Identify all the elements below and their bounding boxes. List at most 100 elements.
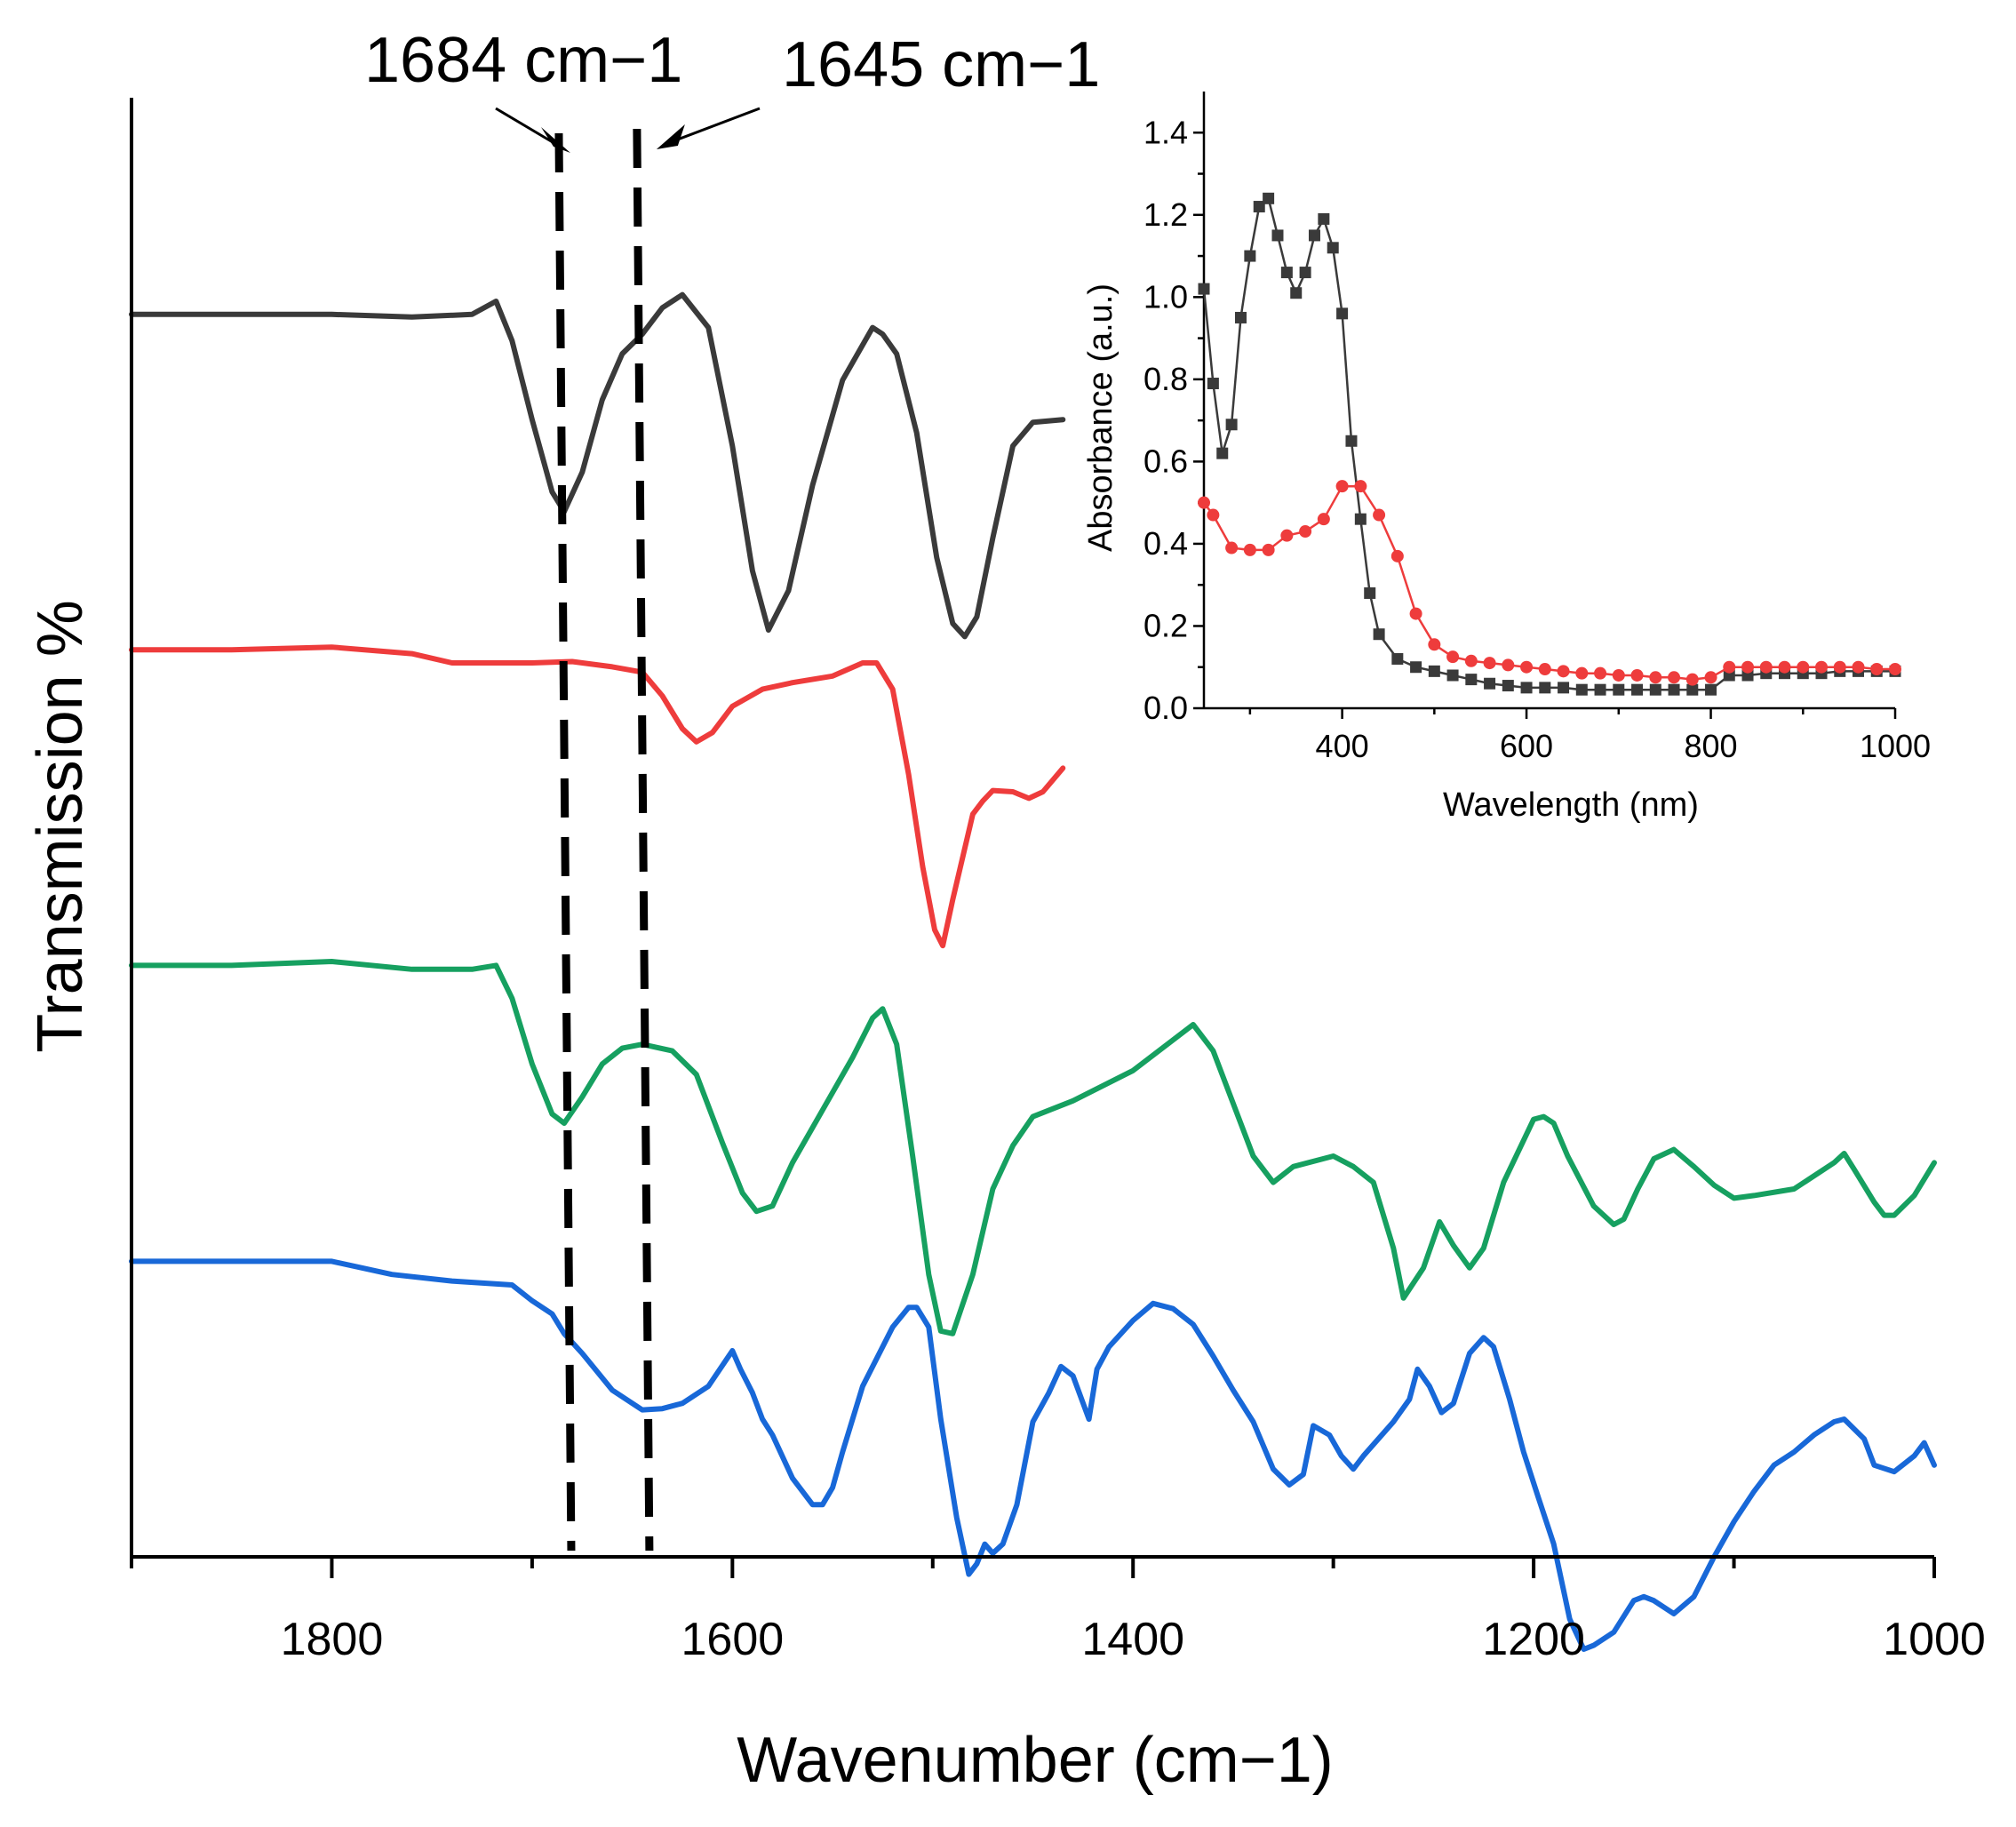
uv-y-tick-label: 0.8 [1143,361,1188,397]
uv-marker-square [1649,683,1661,696]
uv-marker-circle [1243,543,1256,556]
uv-marker-circle [1870,663,1884,676]
dashed-line-1645 [633,128,654,1552]
annotation-arrowhead-1684 [540,127,570,153]
uv-marker-circle [1354,480,1367,493]
uv-marker-circle [1464,654,1478,667]
uv-marker-square [1539,682,1551,694]
uv-marker-square [1271,229,1284,242]
ir-x-tick-label: 1600 [681,1614,784,1665]
uv-marker-square [1345,435,1358,447]
uv-marker-square [1558,682,1570,694]
uv-marker-square [1354,513,1367,525]
uv-marker-circle [1741,660,1755,674]
uv-y-tick-label: 1.4 [1143,114,1188,150]
uv-series-group [1198,192,1901,696]
uv-marker-circle [1280,529,1294,542]
uv-marker-square [1234,311,1247,323]
uv-marker-circle [1778,660,1791,674]
uv-marker-circle [1685,673,1699,686]
annotation-arrowhead-1645 [656,124,685,149]
annotation-label-1684: 1684 cm−1 [364,25,682,96]
uv-marker-circle [1668,671,1681,684]
uv-marker-square [1446,669,1459,682]
uv-marker-circle [1557,665,1570,678]
uv-marker-circle [1833,660,1846,674]
uv-y-tick-label: 0.6 [1143,443,1188,479]
uv-marker-square [1502,680,1514,692]
uv-marker-circle [1612,668,1625,682]
uv-marker-circle [1759,660,1773,674]
uv-marker-square [1668,683,1680,696]
uv-marker-square [1280,267,1293,279]
uv-inset-chart: 400 600 800 1000 0.0 0.2 0.4 0.6 0.8 1.0 1.2 1.4 Wa… [1082,71,1972,835]
annotation-arrow-1684 [495,107,554,144]
annotation-label-1645: 1645 cm−1 [782,29,1100,100]
uv-marker-circle [1502,658,1515,672]
uv-marker-square [1299,267,1311,279]
uv-marker-square [1244,250,1256,262]
uv-x-axis-label: Wavelength (nm) [1443,786,1699,824]
uv-y-tick-label: 0.0 [1143,690,1188,726]
uv-marker-square [1465,674,1478,686]
uv-marker-circle [1704,671,1717,684]
uv-x-tick-label: 400 [1316,728,1369,764]
uv-y-tick-label: 1.2 [1143,196,1188,233]
ir-x-tick-label: 1200 [1482,1614,1585,1665]
ir-x-axis-label: Wavenumber (cm−1) [737,1725,1334,1796]
uv-marker-square [1410,661,1422,674]
ir-x-tick-label: 1400 [1081,1614,1184,1665]
uv-marker-circle [1575,666,1589,680]
ir-series-blue [129,1258,1937,1652]
uv-marker-square [1216,447,1229,459]
uv-marker-square [1263,192,1275,204]
uv-marker-square [1520,682,1533,694]
uv-marker-circle [1207,508,1220,522]
uv-marker-square [1373,628,1385,641]
uv-marker-square [1575,683,1588,696]
ir-x-tick-label: 1000 [1883,1614,1986,1665]
uv-marker-square [1613,683,1625,696]
uv-marker-circle [1446,650,1460,664]
uv-marker-circle [1797,660,1810,674]
uv-marker-circle [1520,660,1534,674]
uv-axes-group: 400 600 800 1000 0.0 0.2 0.4 0.6 0.8 1.0 1.2 1.4 [1143,92,1931,764]
uv-marker-circle [1483,657,1496,670]
uv-marker-circle [1538,663,1551,676]
uv-marker-circle [1649,671,1662,684]
uv-marker-circle [1299,525,1312,539]
uv-marker-circle [1815,660,1829,674]
uv-marker-circle [1889,663,1901,676]
ir-axes-group: 1800 1600 1400 1200 1000 [130,98,1986,1665]
uv-y-tick-label: 1.0 [1143,278,1188,315]
uv-marker-square [1290,287,1303,299]
uv-marker-square [1705,683,1717,696]
uv-marker-square [1631,683,1644,696]
uv-marker-square [1484,677,1496,690]
uv-marker-square [1364,586,1376,599]
uv-marker-circle [1630,668,1644,682]
ir-chart: 1800 1600 1400 1200 1000 1684 cm−1 1645 cm−1 … [25,25,1986,1796]
uv-marker-circle [1428,638,1441,651]
uv-y-tick-label: 0.4 [1143,525,1188,562]
uv-marker-square [1686,683,1699,696]
uv-y-tick-label: 0.2 [1143,607,1188,643]
uv-marker-square [1336,307,1349,320]
uv-marker-square [1198,283,1210,295]
uv-marker-square [1594,683,1606,696]
uv-y-axis-label: Absorbance (a.u.) [1082,283,1120,552]
uv-marker-square [1225,419,1238,431]
ir-annotations-group: 1684 cm−1 1645 cm−1 [364,25,1100,1552]
uv-marker-square [1428,665,1440,677]
uv-marker-square [1318,212,1330,225]
uv-marker-circle [1198,496,1210,509]
uv-x-tick-label: 1000 [1860,728,1931,764]
uv-marker-square [1308,229,1320,242]
uv-marker-circle [1373,508,1386,522]
ir-series-group [129,291,1937,1652]
uv-marker-circle [1409,607,1422,620]
uv-marker-square [1391,652,1404,665]
uv-marker-circle [1852,660,1865,674]
ir-series-red [129,644,1066,949]
